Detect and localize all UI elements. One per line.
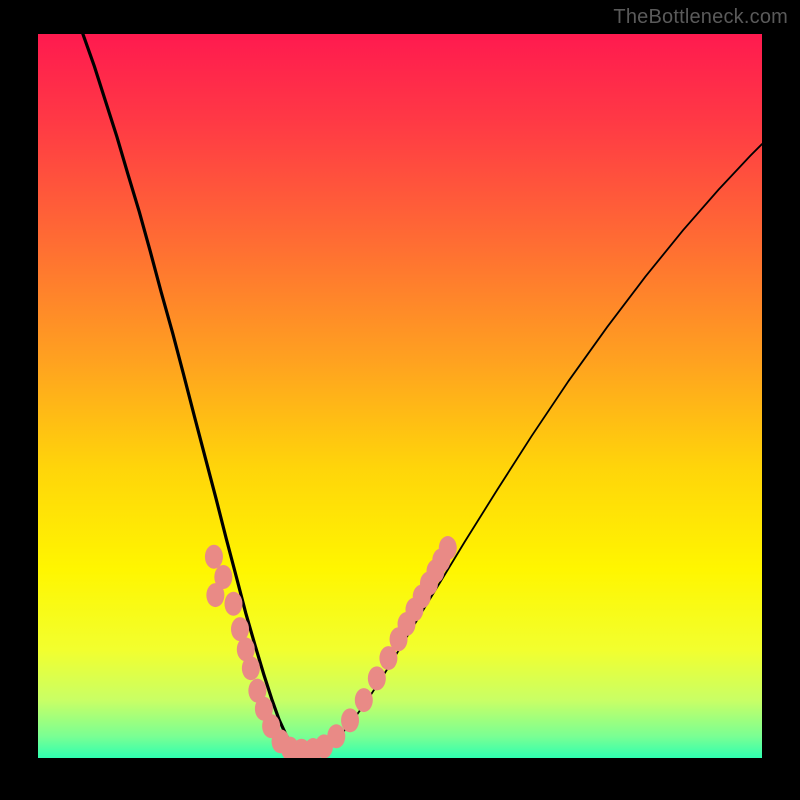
bottleneck-plot [38,34,762,758]
chart-svg [38,34,762,758]
stage: TheBottleneck.com [0,0,800,800]
watermark-text: TheBottleneck.com [613,6,788,29]
